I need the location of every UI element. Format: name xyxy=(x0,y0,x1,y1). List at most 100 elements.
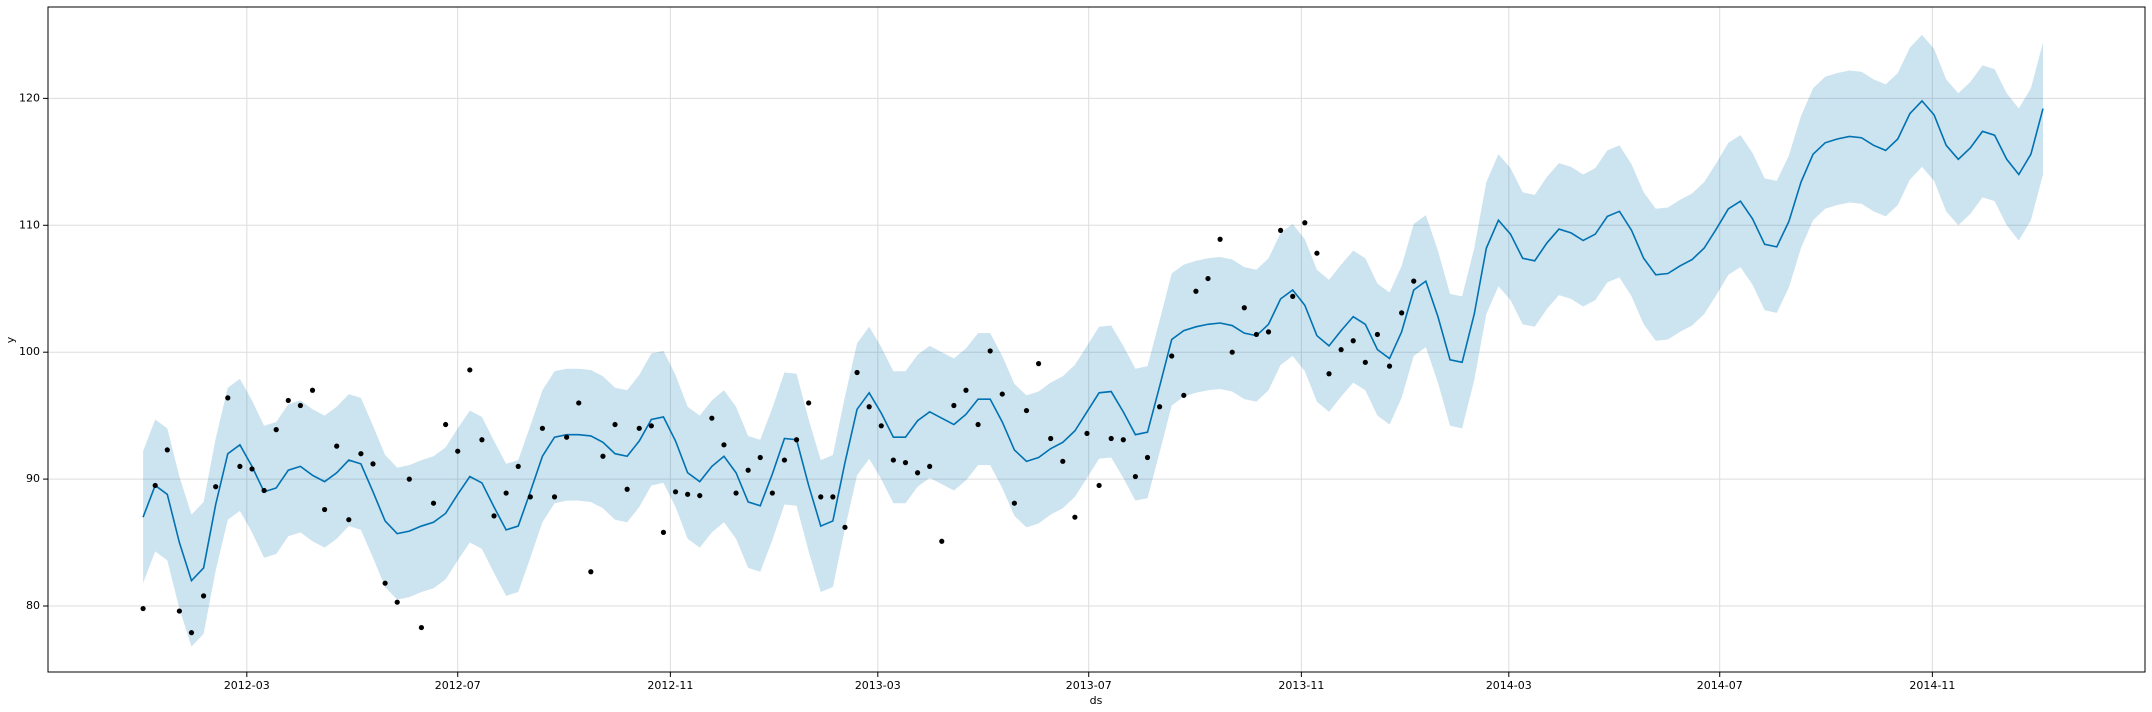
observed-point xyxy=(709,415,715,421)
observed-point xyxy=(745,467,751,473)
observed-point xyxy=(455,448,461,454)
y-tick-label: 80 xyxy=(26,599,40,612)
observed-point xyxy=(1229,349,1235,355)
observed-point xyxy=(830,494,836,500)
observed-point xyxy=(624,486,630,492)
observed-point xyxy=(1374,331,1381,338)
observed-point xyxy=(999,391,1005,397)
observed-point xyxy=(927,463,933,470)
observed-point xyxy=(1205,275,1211,282)
x-tick-label: 2014-07 xyxy=(1697,679,1743,692)
observed-point xyxy=(1350,338,1356,344)
y-tick-label: 90 xyxy=(26,472,40,485)
observed-point xyxy=(866,404,872,410)
observed-point xyxy=(334,443,340,449)
observed-point xyxy=(1362,359,1368,365)
x-tick-label: 2014-03 xyxy=(1486,679,1532,692)
observed-point xyxy=(1302,220,1308,226)
observed-point xyxy=(781,457,788,463)
observed-point xyxy=(1072,514,1078,520)
observed-point xyxy=(285,397,291,404)
observed-point xyxy=(225,395,231,401)
y-tick-label: 110 xyxy=(19,218,40,231)
observed-point xyxy=(237,463,243,470)
uncertainty-band xyxy=(143,34,2044,647)
observed-point xyxy=(443,421,449,428)
observed-point xyxy=(527,494,533,500)
observed-point xyxy=(249,466,255,472)
observed-point xyxy=(1217,236,1223,242)
axes-frame xyxy=(47,6,2146,673)
observed-point xyxy=(1193,288,1199,294)
observed-point xyxy=(382,580,388,586)
observed-point xyxy=(406,476,412,482)
observed-point xyxy=(200,593,207,599)
observed-point xyxy=(1157,404,1163,410)
observed-point xyxy=(1035,361,1042,367)
x-tick-label: 2014-11 xyxy=(1909,679,1955,692)
observed-point xyxy=(491,513,497,519)
observed-point xyxy=(539,425,546,431)
observed-point xyxy=(757,454,763,461)
observed-point xyxy=(297,402,304,409)
observed-point xyxy=(1399,310,1405,316)
plot-area xyxy=(140,34,2044,647)
observed-point xyxy=(430,500,437,506)
observed-point xyxy=(1314,250,1320,256)
y-axis-label: y xyxy=(4,336,17,343)
observed-point xyxy=(939,538,945,544)
observed-point xyxy=(515,463,521,470)
observed-point xyxy=(1278,227,1284,233)
observed-point xyxy=(902,460,909,466)
observed-point xyxy=(1060,458,1066,464)
observed-point xyxy=(914,470,921,476)
grid xyxy=(48,7,2145,672)
observed-point xyxy=(1241,305,1247,311)
observed-point xyxy=(963,387,969,393)
observed-point xyxy=(1096,482,1102,489)
observed-point xyxy=(733,490,739,496)
observed-point xyxy=(261,487,267,494)
forecast-line xyxy=(142,99,2044,583)
observed-point xyxy=(672,489,679,495)
observed-point xyxy=(564,434,570,440)
observed-point xyxy=(987,348,993,354)
observed-point xyxy=(1326,371,1332,377)
observed-point xyxy=(370,461,376,467)
observed-point xyxy=(1023,407,1030,414)
observed-point xyxy=(842,524,848,530)
x-tick-label: 2013-07 xyxy=(1066,679,1112,692)
y-tick-label: 120 xyxy=(19,91,40,104)
observed-point xyxy=(1265,329,1272,335)
observed-point xyxy=(1132,473,1138,480)
observed-point xyxy=(878,423,884,429)
observed-point xyxy=(213,484,219,490)
observed-point xyxy=(806,400,812,406)
observed-point xyxy=(394,599,400,605)
y-tick-label: 100 xyxy=(19,345,40,358)
observed-point xyxy=(890,457,896,463)
observed-point xyxy=(273,427,279,433)
observed-point xyxy=(1108,435,1114,442)
observed-point xyxy=(697,492,703,499)
observed-point xyxy=(140,605,146,612)
observed-point xyxy=(854,369,860,376)
x-tick-label: 2012-07 xyxy=(435,679,481,692)
observed-point xyxy=(1011,500,1017,506)
observed-point xyxy=(309,387,316,393)
ticks: 80 90 100 110 120 2012-03 2012-07 2012-11 2013-0… xyxy=(19,91,1955,692)
observed-point xyxy=(636,425,642,431)
observed-point xyxy=(479,437,485,443)
observed-point xyxy=(1169,353,1175,359)
observed-point xyxy=(793,437,800,443)
observed-point xyxy=(1181,392,1187,398)
x-tick-label: 2012-11 xyxy=(647,679,693,692)
observed-point xyxy=(164,447,170,453)
observed-point xyxy=(1338,347,1344,353)
observed-point xyxy=(1386,363,1393,369)
observed-point xyxy=(685,491,691,497)
x-axis-label: ds xyxy=(1090,694,1103,707)
observed-point xyxy=(975,421,981,428)
